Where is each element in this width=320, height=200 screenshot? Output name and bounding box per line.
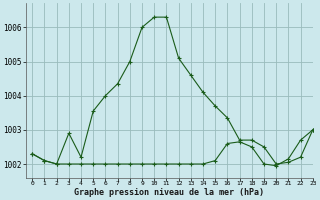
X-axis label: Graphe pression niveau de la mer (hPa): Graphe pression niveau de la mer (hPa) [75,188,264,197]
